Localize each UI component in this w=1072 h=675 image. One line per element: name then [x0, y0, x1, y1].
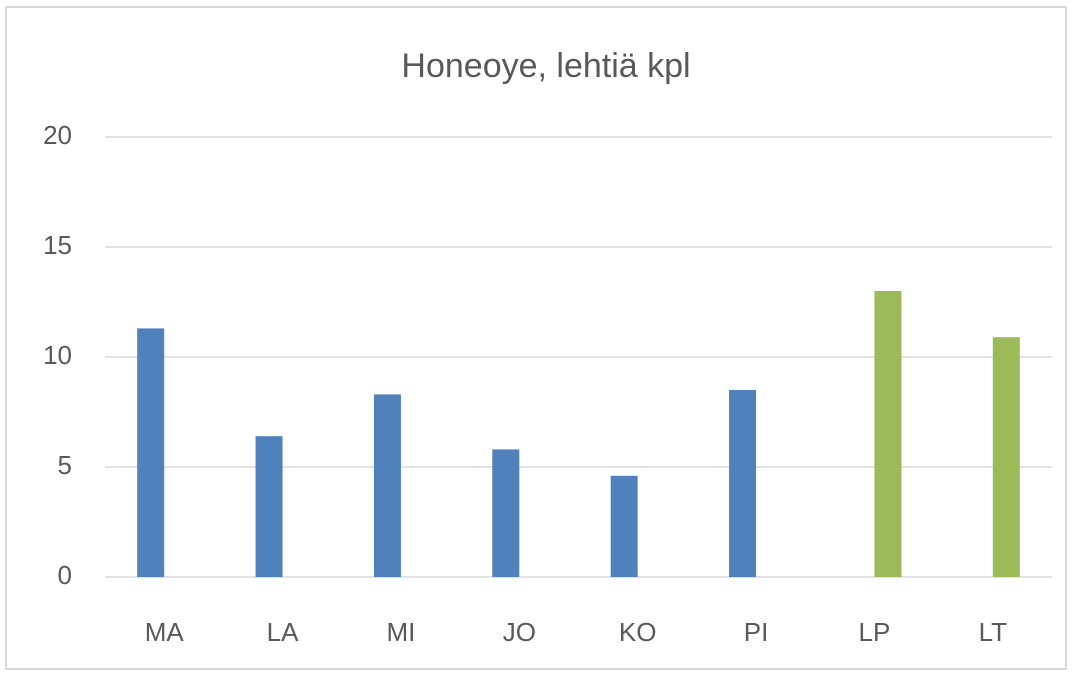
x-tick-label: LP [859, 617, 891, 647]
y-tick-label: 10 [43, 340, 72, 370]
y-tick-label: 5 [58, 450, 72, 480]
bar [874, 291, 902, 577]
x-tick-label: LT [979, 617, 1008, 647]
y-tick-label: 0 [58, 560, 72, 590]
bar [373, 394, 401, 577]
bar [992, 337, 1020, 577]
bar [492, 449, 520, 577]
bar [137, 328, 165, 577]
chart-title: Honeoye, lehtiä kpl [401, 47, 690, 85]
bar [729, 390, 757, 577]
bar [255, 436, 283, 577]
chart-border [5, 6, 1067, 670]
x-tick-label: KO [619, 617, 657, 647]
x-tick-label: JO [503, 617, 536, 647]
x-tick-label: PI [744, 617, 769, 647]
x-tick-label: MI [386, 617, 415, 647]
x-tick-label: LA [267, 617, 299, 647]
x-tick-label: MA [145, 617, 185, 647]
y-tick-label: 15 [43, 230, 72, 260]
bar [610, 475, 638, 577]
y-tick-label: 20 [43, 120, 72, 150]
